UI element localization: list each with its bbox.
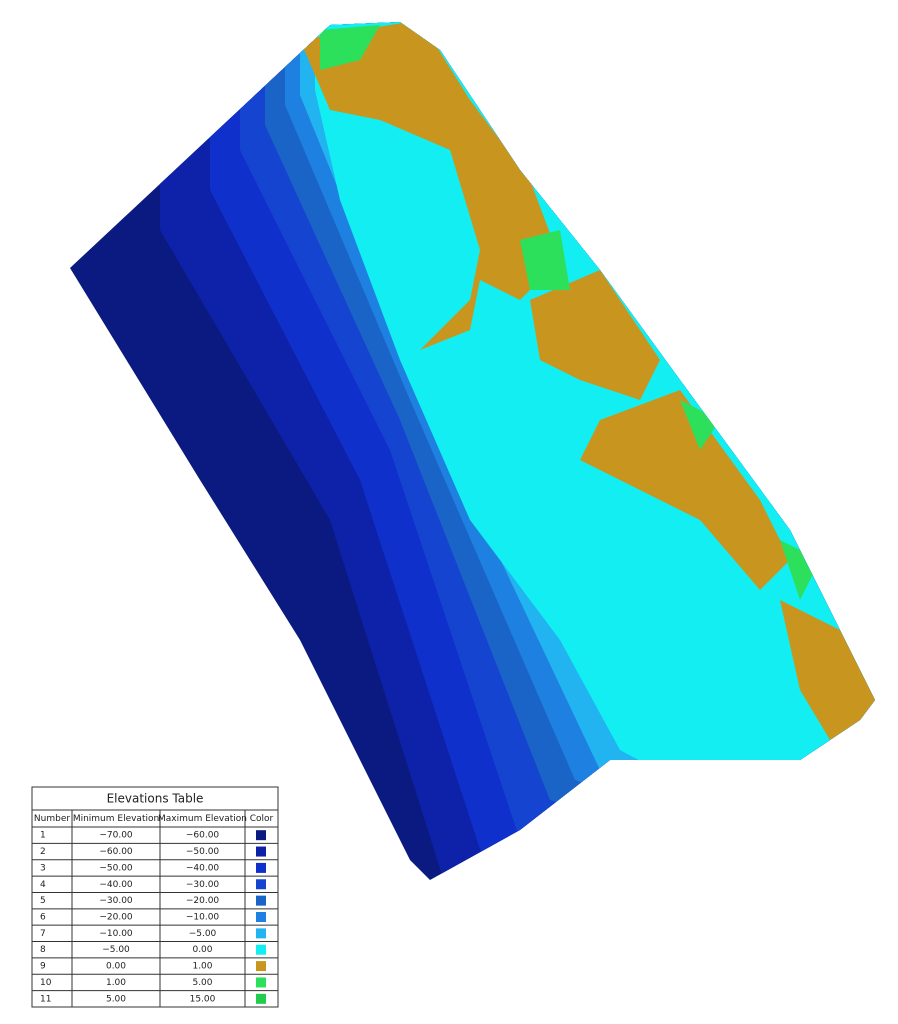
table-cell: −40.00 [99,880,133,890]
table-cell: 1.00 [192,962,212,972]
table-cell: −40.00 [186,863,220,873]
table-cell: 9 [40,962,46,972]
table-cell: 10 [40,978,52,988]
header-cell: Minimum Elevation [73,814,159,824]
table-cell: 2 [40,847,46,857]
color-swatch [256,928,266,939]
color-swatch [256,830,266,841]
color-swatch [256,993,266,1004]
table-cell: 0.00 [192,945,212,955]
table-cell: −5.00 [102,945,130,955]
table-cell: −60.00 [99,847,133,857]
header-cell: Color [250,814,274,824]
color-swatch [256,862,266,873]
table-cell: −50.00 [99,863,133,873]
color-swatch [256,895,266,906]
color-swatch [256,912,266,922]
table-cell: 5.00 [192,978,212,988]
table-cell: −5.00 [189,929,217,939]
table-cell: −20.00 [186,896,220,906]
table-cell: 4 [40,880,46,890]
color-swatch [256,961,266,972]
table-cell: 11 [40,994,51,1004]
color-swatch [256,977,266,988]
table-cell: 1.00 [106,978,126,988]
table-cell: 5.00 [106,994,126,1004]
table-cell: −30.00 [99,896,133,906]
color-swatch [256,944,266,955]
table-cell: 6 [40,913,46,923]
table-cell: −60.00 [186,831,220,841]
table-cell: 1 [40,831,46,841]
table-cell: −30.00 [186,880,220,890]
color-swatch [256,879,266,890]
table-cell: 15.00 [190,994,216,1004]
table-cell: 8 [40,945,46,955]
table-cell: 3 [40,863,46,873]
table-cell: −10.00 [186,913,220,923]
color-swatch [256,846,266,857]
header-cell: Maximum Elevation [158,814,247,824]
table-cell: −10.00 [99,929,133,939]
table-cell: −50.00 [186,847,220,857]
table-cell: −20.00 [99,913,133,923]
header-cell: Number [34,814,70,824]
elevation-map [70,22,875,880]
table-cell: 0.00 [106,962,126,972]
elevations-table: Elevations Table Number Minimum Elevation… [31,786,279,1008]
table-cell: 5 [40,896,46,906]
table-title: Elevations Table [107,792,204,806]
table-cell: 7 [40,929,46,939]
table-cell: −70.00 [99,831,133,841]
